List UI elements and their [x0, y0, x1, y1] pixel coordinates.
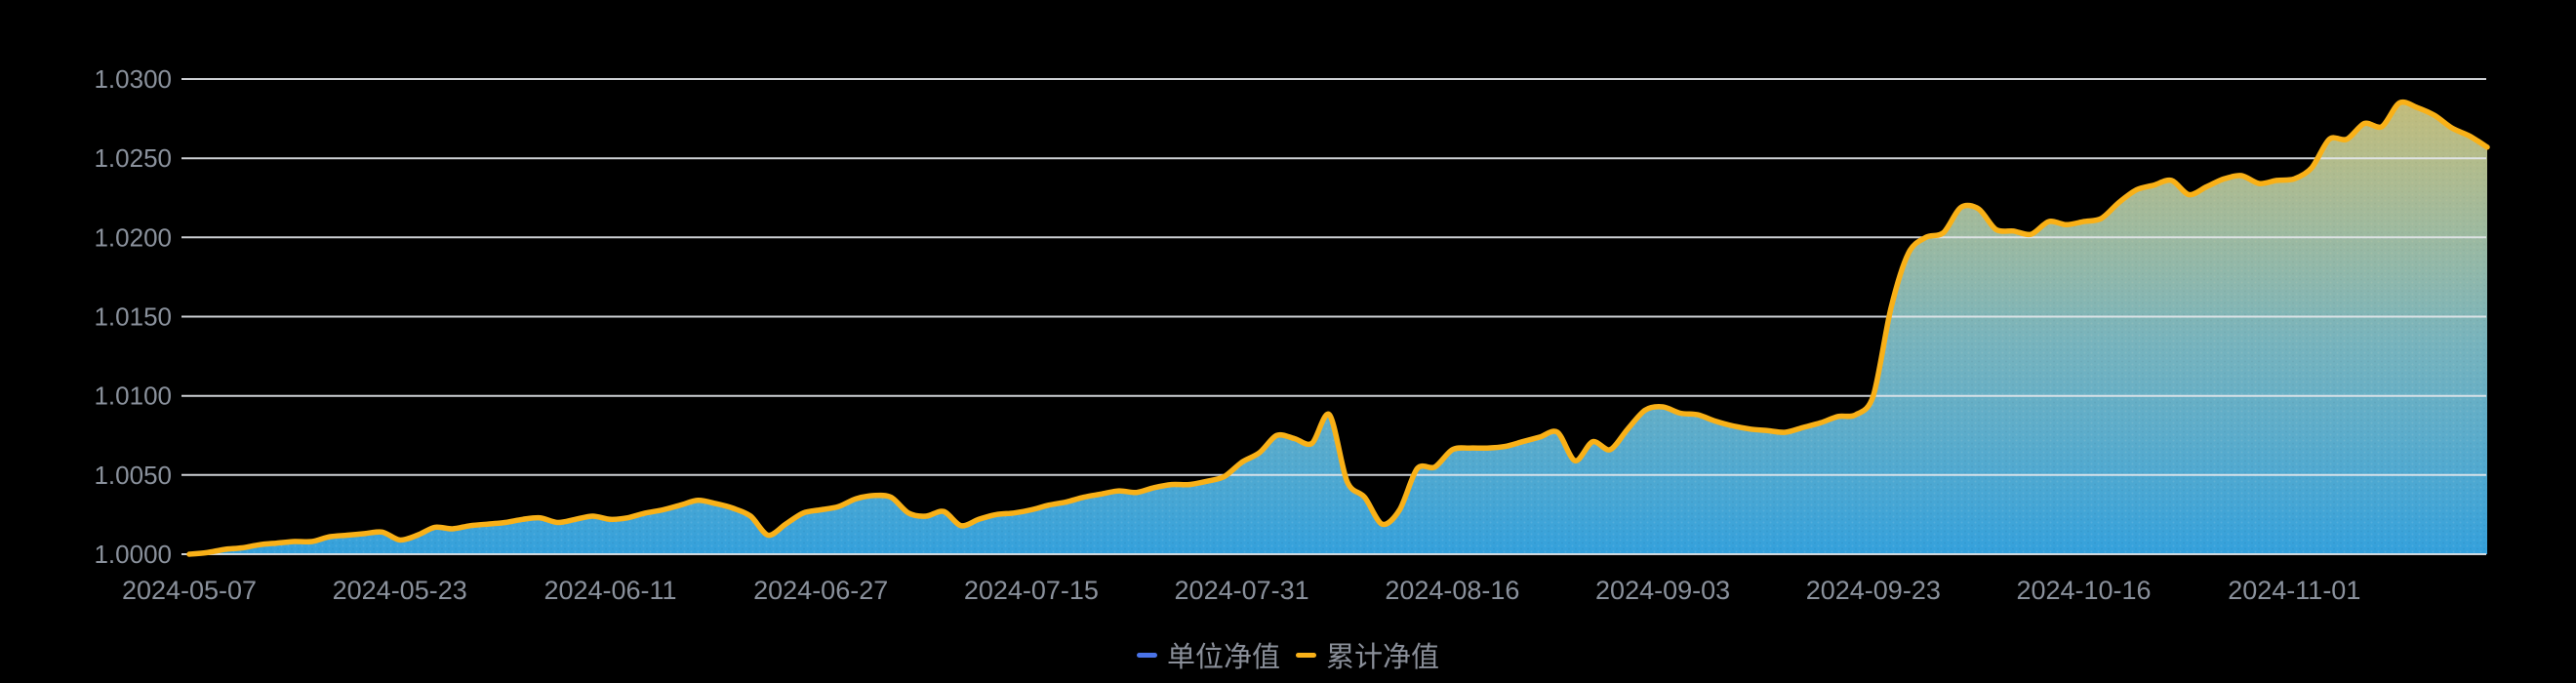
y-tick-label: 1.0000 [94, 540, 172, 569]
legend-item-unit-nav[interactable]: 单位净值 [1136, 634, 1280, 675]
x-tick-label: 2024-05-23 [333, 576, 467, 605]
y-tick-label: 1.0300 [94, 64, 172, 94]
cumulative-nav-line [186, 99, 2490, 557]
y-tick-label: 1.0250 [94, 143, 172, 173]
unit-nav-legend-label: 单位净值 [1166, 642, 1280, 673]
chart-legend: 单位净值 累计净值 [0, 634, 2576, 675]
cumulative-nav-legend-dash-icon [1296, 652, 1316, 658]
x-tick-label: 2024-09-03 [1595, 576, 1730, 605]
legend-item-cumulative-nav[interactable]: 累计净值 [1296, 634, 1439, 675]
x-tick-label: 2024-09-23 [1806, 576, 1941, 605]
x-tick-label: 2024-11-01 [2228, 576, 2360, 605]
x-tick-label: 2024-07-15 [964, 576, 1099, 605]
x-tick-label: 2024-06-11 [543, 576, 676, 605]
y-tick-label: 1.0050 [94, 461, 172, 490]
y-tick-label: 1.0100 [94, 382, 172, 411]
cumulative-nav-legend-label: 累计净值 [1326, 642, 1440, 673]
cumulative-nav-area [189, 101, 2487, 554]
y-tick-label: 1.0200 [94, 222, 172, 252]
x-tick-label: 2024-06-27 [753, 576, 888, 605]
x-tick-label: 2024-08-16 [1385, 576, 1519, 605]
unit-nav-legend-dash-icon [1136, 652, 1157, 658]
y-tick-label: 1.0150 [94, 302, 172, 332]
x-tick-label: 2024-05-07 [122, 576, 257, 605]
x-tick-label: 2024-10-16 [2016, 576, 2151, 605]
x-tick-label: 2024-07-31 [1175, 576, 1309, 605]
